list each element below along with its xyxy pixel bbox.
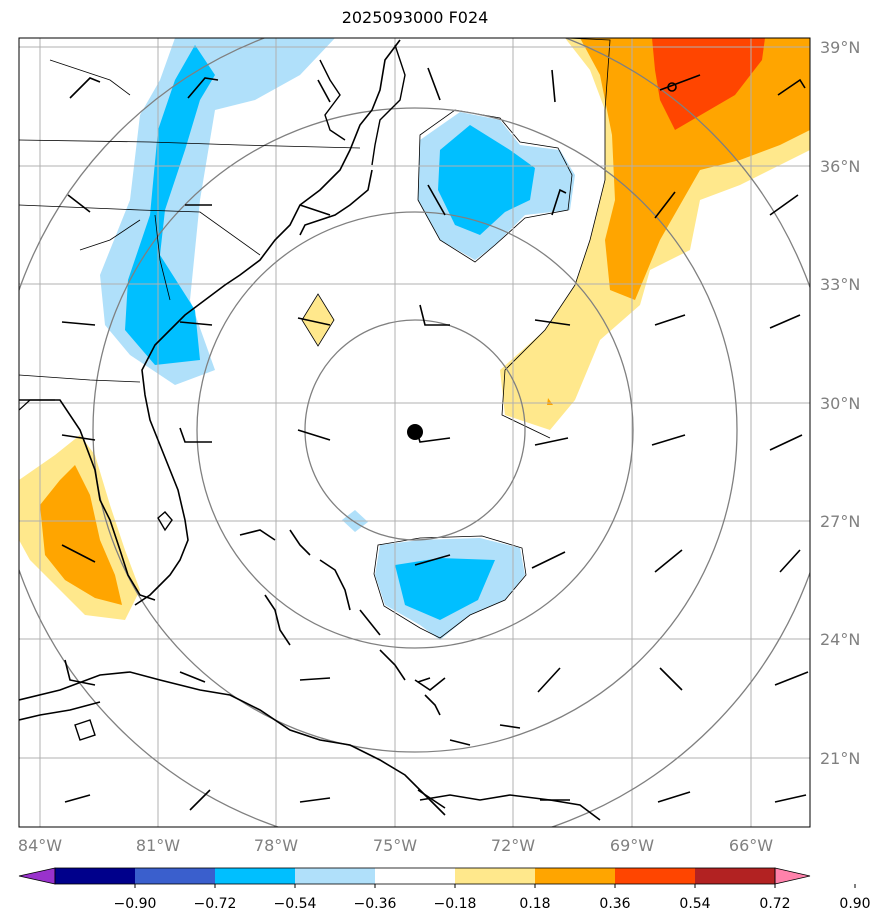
negative-blob-north-dark — [438, 125, 535, 235]
lon-label: 72°W — [491, 836, 535, 855]
colorbar-extend-high — [774, 867, 811, 885]
lat-label: 39°N — [820, 38, 860, 57]
lon-label: 69°W — [610, 836, 654, 855]
wind-barbs — [61, 67, 809, 811]
positive-band-mid — [580, 38, 810, 300]
lat-label: 33°N — [820, 275, 860, 294]
colorbar-cell — [615, 868, 695, 884]
anomaly-fill — [19, 38, 810, 640]
lon-label: 75°W — [373, 836, 417, 855]
lon-label: 66°W — [729, 836, 773, 855]
lat-label: 24°N — [820, 630, 860, 649]
lat-label: 30°N — [820, 394, 860, 413]
lat-tick-labels: 39°N 36°N 33°N 30°N 27°N 24°N 21°N — [820, 38, 860, 768]
negative-band-dark — [125, 45, 215, 365]
colorbar-tick-label: −0.18 — [434, 896, 477, 912]
colorbar-tick-label: 0.90 — [839, 896, 870, 912]
colorbar-cell — [135, 868, 215, 884]
lon-label: 84°W — [18, 836, 62, 855]
colorbar-tick-label: 0.18 — [519, 896, 550, 912]
colorbar-tick-label: −0.54 — [274, 896, 317, 912]
map-frame — [18, 37, 811, 828]
storm-center-dot — [407, 424, 423, 440]
colorbar: −0.90 −0.72 −0.54 −0.36 −0.18 0.18 0.36 0.54 0.7… — [18, 867, 871, 912]
lat-label: 36°N — [820, 157, 860, 176]
lat-label: 21°N — [820, 749, 860, 768]
colorbar-tick-label: −0.36 — [354, 896, 397, 912]
colorbar-tick-label: −0.90 — [114, 896, 157, 912]
colorbar-cell — [455, 868, 535, 884]
lon-label: 81°W — [136, 836, 180, 855]
lon-tick-labels: 84°W 81°W 78°W 75°W 72°W 69°W 66°W — [18, 836, 773, 855]
colorbar-cell — [695, 868, 775, 884]
colorbar-tick-label: 0.54 — [679, 896, 710, 912]
colorbar-cell — [535, 868, 615, 884]
colorbar-frame — [54, 867, 776, 885]
small-circle-marker — [667, 82, 677, 92]
colorbar-cell — [215, 868, 295, 884]
colorbar-tick-label: 0.72 — [759, 896, 790, 912]
range-rings — [19, 38, 810, 827]
map-area — [19, 38, 810, 827]
coastlines — [19, 39, 601, 821]
colorbar-cell — [375, 868, 455, 884]
lon-label: 78°W — [254, 836, 298, 855]
lat-label: 27°N — [820, 512, 860, 531]
colorbar-tick-label: 0.36 — [599, 896, 630, 912]
colorbar-tick-label: −0.72 — [194, 896, 237, 912]
graticule — [19, 38, 810, 827]
colorbar-cell — [295, 868, 375, 884]
positive-florida-mid — [40, 465, 122, 605]
negative-blob-south-dark — [395, 558, 495, 620]
contour-lines — [301, 38, 611, 639]
colorbar-extend-low — [18, 867, 56, 885]
positive-band-strong — [652, 38, 765, 130]
colorbar-cell — [55, 868, 135, 884]
plot-title: 2025093000 F024 — [341, 8, 489, 27]
